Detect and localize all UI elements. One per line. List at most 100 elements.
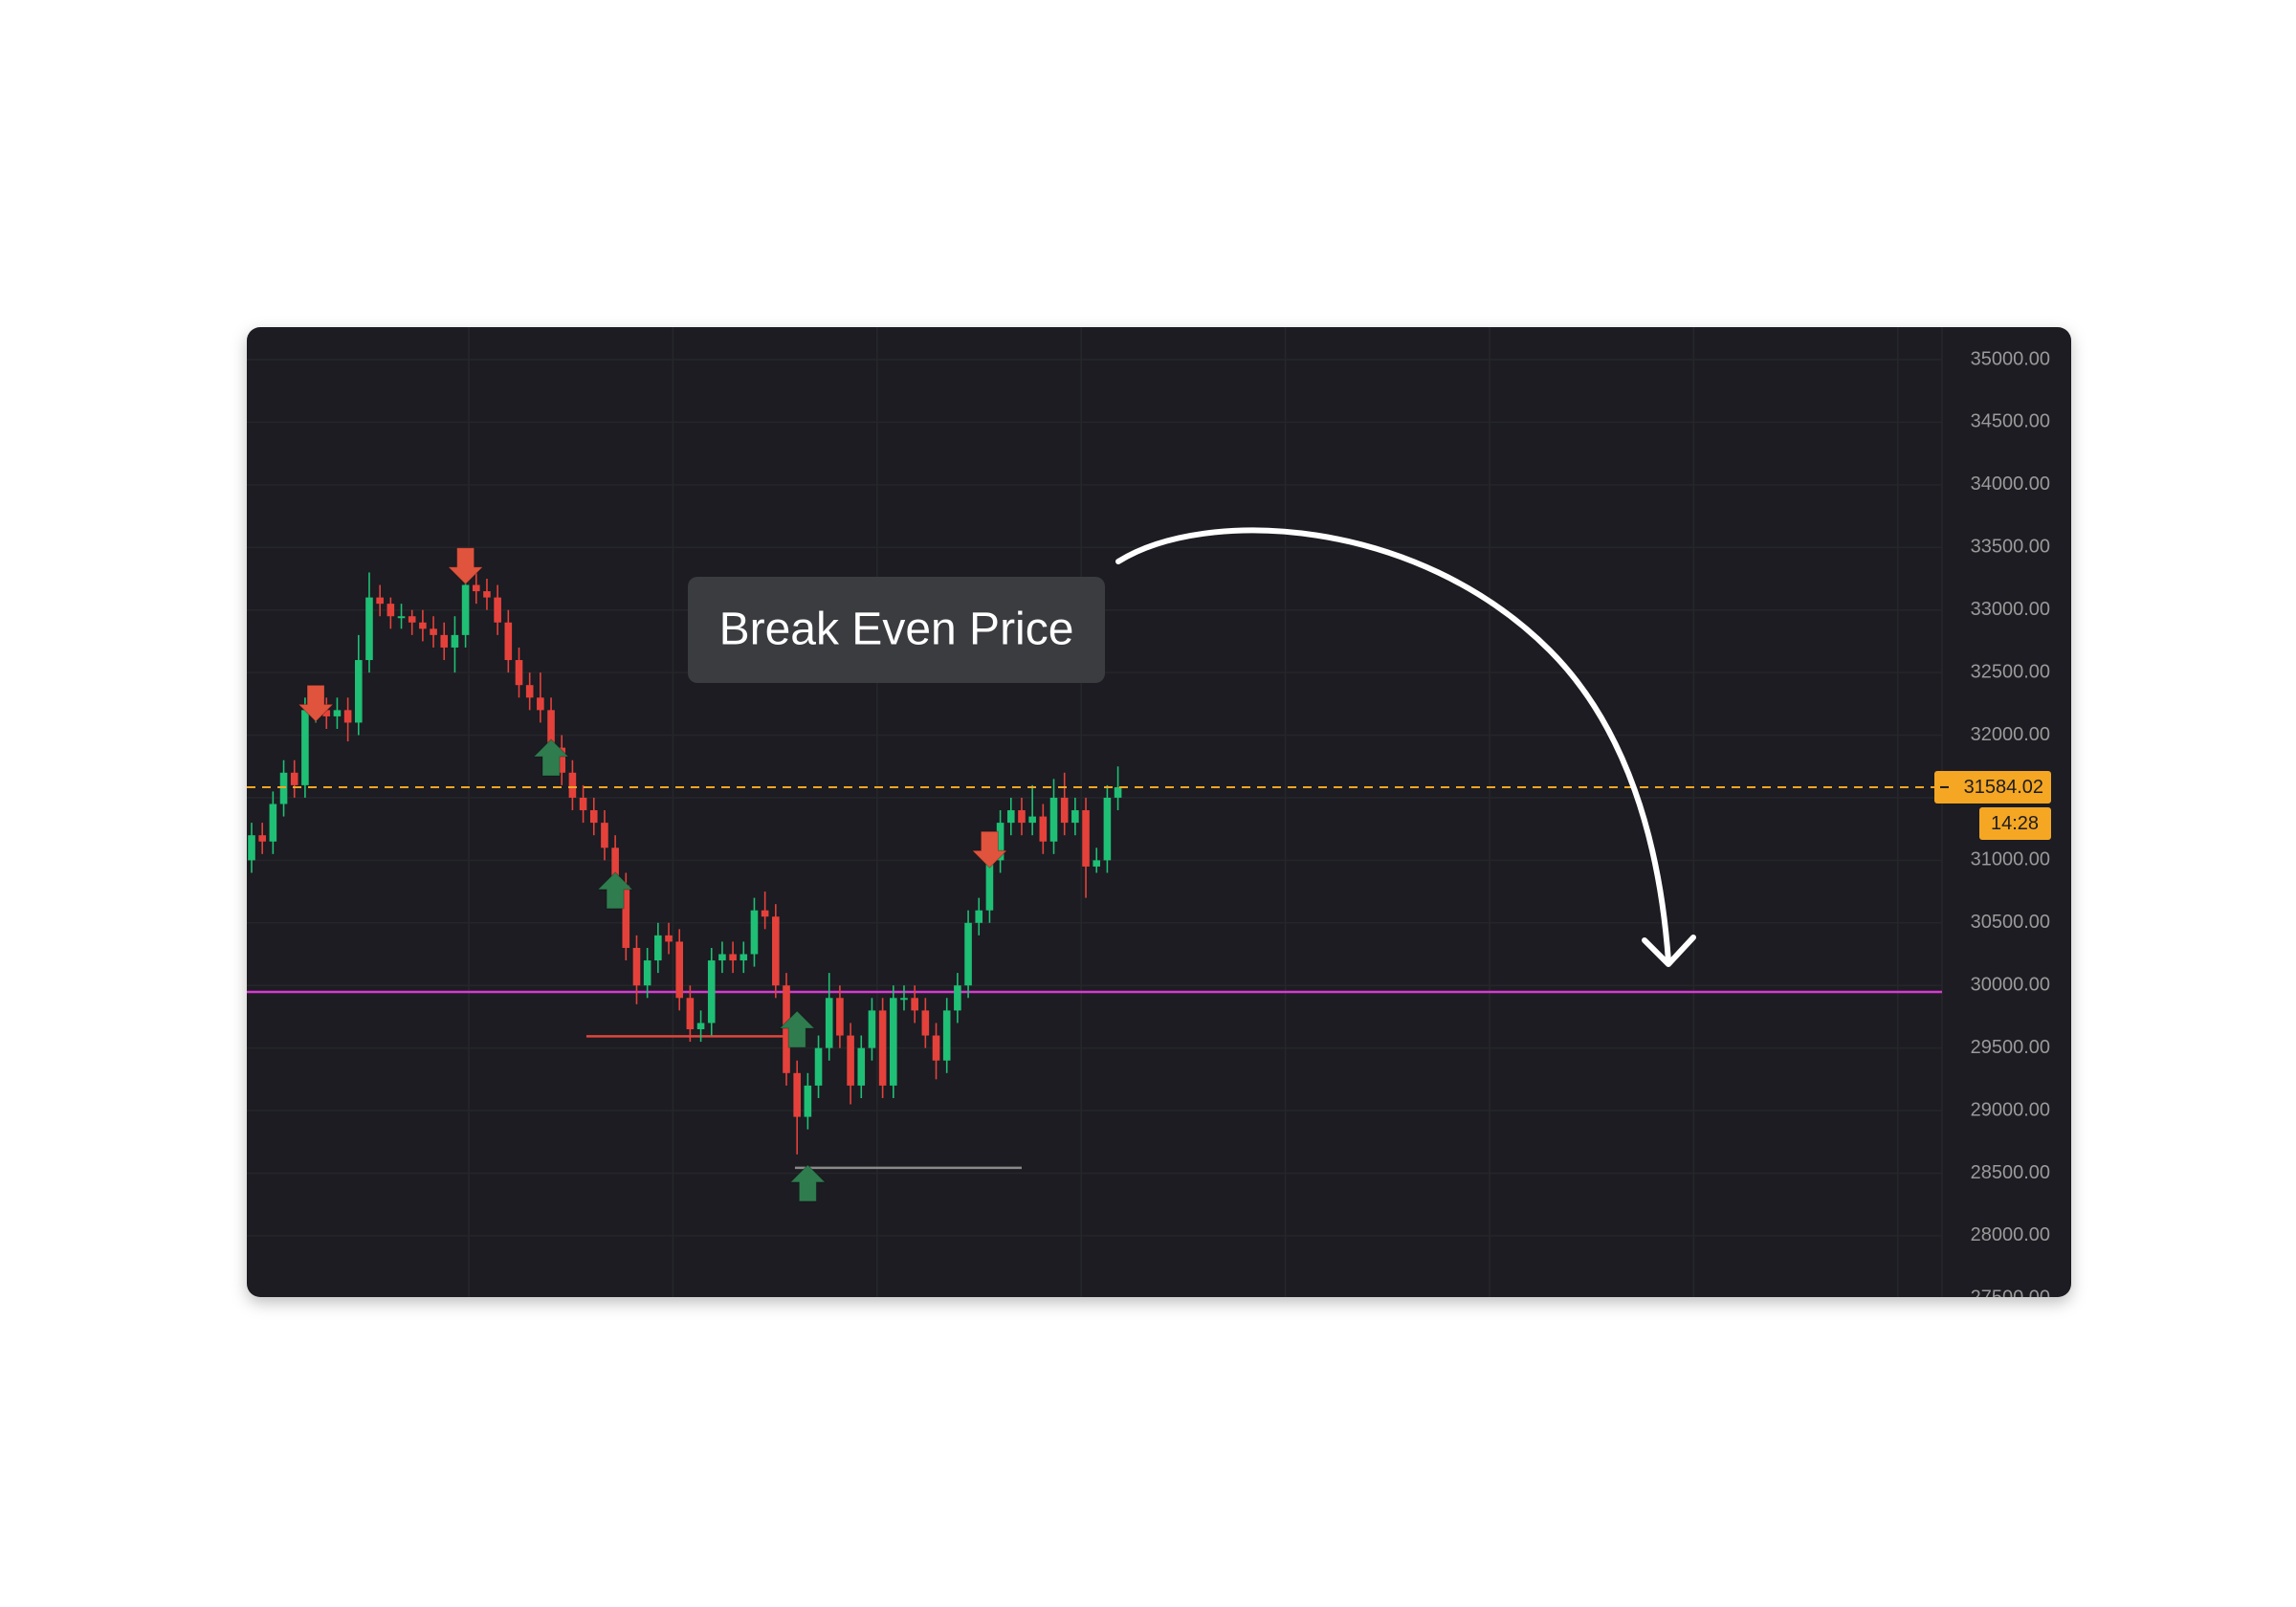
countdown-label: 14:28: [1991, 813, 2039, 834]
candle-body: [921, 1010, 930, 1036]
candle-body: [258, 835, 266, 842]
chart-panel: [247, 327, 2071, 1297]
candle-body: [1082, 810, 1090, 867]
y-tick-label: 34000.00: [1971, 473, 2050, 495]
y-tick-label: 35000.00: [1971, 348, 2050, 369]
candle-body: [996, 823, 1004, 861]
candle-body: [547, 710, 555, 748]
last-price-box: [1934, 770, 2051, 804]
y-tick-label: 33500.00: [1971, 537, 2050, 558]
signal-arrow: [789, 1164, 827, 1202]
signal-arrow: [596, 871, 634, 910]
candle-body: [1093, 860, 1101, 867]
candle-body: [333, 710, 342, 716]
candle-body: [783, 985, 790, 1073]
candle-body: [408, 616, 416, 623]
candle-body: [793, 1072, 801, 1117]
candle-body: [857, 1047, 866, 1086]
candle-body: [814, 1047, 823, 1086]
candle-body: [461, 584, 470, 635]
annotation-arrow: [1115, 527, 1671, 964]
candle-body: [1060, 797, 1069, 824]
candle-body: [1103, 797, 1112, 861]
candle-body: [537, 697, 544, 711]
candle-body: [558, 747, 566, 773]
candle-body: [579, 797, 587, 811]
y-tick-label: 33000.00: [1971, 599, 2050, 620]
y-tick-label: 32500.00: [1971, 661, 2050, 682]
candle-body: [975, 910, 983, 923]
candle-body: [1018, 810, 1026, 824]
candle-body: [322, 710, 331, 716]
candle-body: [696, 1023, 705, 1030]
candle-body: [279, 772, 288, 804]
candle-body: [568, 772, 577, 798]
candle-body: [397, 616, 406, 619]
candle-body: [622, 885, 630, 948]
candle-body: [1028, 816, 1036, 824]
y-tick-label: 29500.00: [1971, 1037, 2050, 1058]
candle-body: [419, 622, 427, 629]
candle-body: [472, 584, 480, 592]
candle-body: [1071, 810, 1079, 824]
candle-body: [632, 947, 641, 986]
candle-body: [269, 804, 277, 842]
candle-body: [343, 710, 352, 723]
candle-body: [985, 860, 994, 911]
candle-body: [847, 1035, 854, 1086]
signal-arrow: [447, 547, 484, 585]
candle-body: [376, 597, 384, 605]
signal-arrow: [297, 684, 335, 723]
candle-body: [750, 910, 759, 955]
candle-body: [836, 998, 844, 1036]
candle-body: [1049, 797, 1058, 842]
annotation-text: Break Even Price: [719, 605, 1074, 655]
y-tick-label: 32000.00: [1971, 724, 2050, 745]
candle-body: [932, 1035, 940, 1061]
candle-body: [900, 998, 908, 1001]
candle-body: [665, 935, 673, 942]
candle-body: [1114, 786, 1122, 798]
signal-arrow: [778, 1010, 816, 1048]
candle-body: [942, 1010, 951, 1061]
candle-body: [290, 772, 298, 785]
candle-body: [589, 810, 598, 824]
y-tick-label: 34500.00: [1971, 411, 2050, 432]
candle-body: [729, 954, 737, 961]
candle-body: [686, 998, 695, 1030]
signal-arrow: [532, 738, 570, 777]
candle-body: [386, 604, 395, 617]
annotation-arrow-head: [1642, 935, 1696, 967]
candle-body: [718, 954, 726, 961]
candle-body: [868, 1010, 876, 1048]
annotation-box: [688, 577, 1105, 683]
candle-body: [772, 916, 780, 986]
y-tick-label: 30500.00: [1971, 912, 2050, 933]
candle-body: [1039, 816, 1048, 842]
y-tick-label: 29000.00: [1971, 1099, 2050, 1120]
candle-body: [504, 622, 513, 661]
candle-body: [301, 710, 309, 785]
y-tick-label: 28000.00: [1971, 1224, 2050, 1245]
candle-body: [911, 998, 918, 1011]
candle-body: [964, 922, 972, 986]
candle-body: [654, 935, 662, 961]
candle-body: [515, 660, 523, 686]
y-tick-label: 28500.00: [1971, 1162, 2050, 1183]
candle-body: [1006, 810, 1015, 824]
candle-body: [451, 634, 459, 648]
candle-body: [525, 685, 534, 698]
signal-arrow: [971, 830, 1008, 869]
y-tick-label: 27500.00: [1971, 1288, 2050, 1309]
candle-body: [890, 998, 897, 1086]
candle-body: [825, 998, 833, 1048]
last-price-label: 31584.02: [1964, 777, 2043, 798]
y-tick-label: 30000.00: [1971, 974, 2050, 995]
candle-body: [430, 628, 437, 635]
candle-body: [707, 960, 716, 1024]
candle-body: [355, 660, 363, 723]
candle-body: [248, 835, 255, 861]
candle-body: [740, 954, 748, 961]
